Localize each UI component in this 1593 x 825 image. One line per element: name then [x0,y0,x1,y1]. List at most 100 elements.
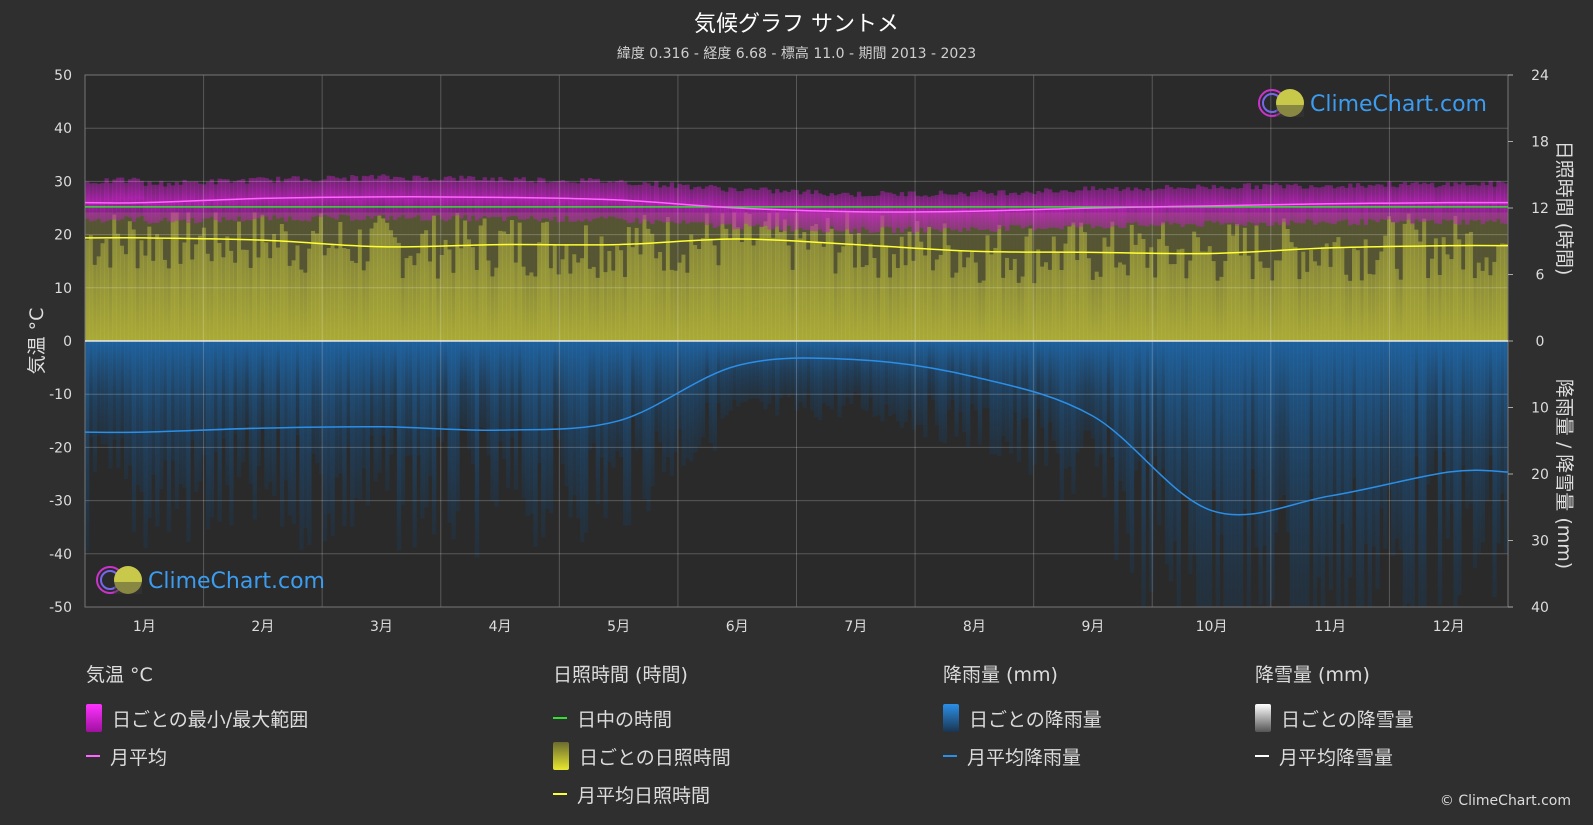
sunshine-bar [295,245,300,341]
sunshine-bar [1472,278,1478,341]
temp-range-bar [868,195,873,234]
sunshine-bar-gap [88,212,94,236]
sunshine-bar [108,267,113,341]
temp-range-bar [708,184,714,224]
sunshine-bar [552,244,558,341]
rain-bar [720,341,725,419]
temp-range-bar [1293,183,1298,223]
sunshine-bar [392,237,398,341]
rain-bar [1367,341,1372,607]
rain-bar [607,341,612,463]
sunshine-bar [342,247,347,341]
rain-bar [533,341,538,548]
sunshine-bar [1102,237,1107,341]
rain-bar [322,341,328,542]
sunshine-bar-gap [264,212,269,243]
sunshine-bar [272,233,277,341]
sunshine-bar-gap [969,212,975,251]
sunshine-bar-gap [494,212,499,268]
sunshine-bar-gap [1168,212,1174,265]
rain-bar [856,341,862,395]
sunshine-bar [1012,258,1018,341]
rain-bar [412,341,417,548]
rain-bar [1235,341,1240,607]
sunshine-bar [650,233,655,341]
rain-bar [615,341,620,451]
sunshine-bar [814,223,819,341]
sunshine-bar-gap [1433,212,1439,239]
sunshine-bar [1453,215,1458,341]
sunshine-bar [931,270,936,341]
rain-swatch [943,704,959,732]
rain-bar [318,341,324,475]
temp-range-bar [533,182,538,220]
rain-bar [564,341,569,487]
sunshine-bar [958,251,963,341]
temp-range-bar [1040,192,1045,229]
rain-bar [420,341,425,519]
sunshine-bar-gap [786,212,792,246]
rain-bar [311,341,316,454]
sunshine-bar [346,248,351,341]
sunshine-bar [143,255,148,341]
temp-range-bar [1125,187,1131,223]
sunshine-bar-gap [412,212,417,266]
sunshine-bar-gap [396,212,402,243]
sunshine-bar [537,242,542,341]
sunshine-bar-gap [1106,212,1111,247]
legend-daylight-label: 日中の時間 [577,708,673,731]
rain-bar [435,341,441,437]
legend-rain-avg-label: 月平均降雨量 [967,746,1082,769]
sunshine-bar [338,221,343,341]
temp-range-bar [1316,187,1322,223]
temp-range-bar [1012,192,1018,226]
temp-range-bar [178,184,183,221]
sunshine-bar [389,230,394,341]
rain-bar [548,341,554,514]
sunshine-bar [1063,243,1068,341]
temp-range-bar [907,191,912,227]
rain-bar [240,341,246,463]
sunshine-bar [1238,255,1244,341]
temp-range-bar [849,194,854,233]
temp-range-bar [732,188,737,230]
rain-bar [919,341,924,425]
rain-bar [1285,341,1291,533]
temp-range-bar [315,181,320,216]
sunshine-bar [123,254,129,341]
rain-bar [404,341,409,457]
x-tick-label: 2月 [251,619,274,635]
sunshine-bar [630,247,636,341]
sunshine-bar-gap [1293,212,1298,247]
sunshine-bar [96,256,101,341]
temp-range-bar [658,187,663,222]
rain-bar [455,341,460,512]
x-tick-label: 10月 [1196,619,1228,635]
temp-range-bar [556,181,562,223]
temp-range-bar [669,182,675,222]
rain-bar [459,341,464,426]
rain-bar [151,341,156,475]
sunshine-bar [708,238,714,341]
sunshine-bar [494,267,499,341]
sunshine-bar [1266,267,1271,341]
sunshine-bar [806,249,811,341]
sunshine-bar-gap [1313,212,1318,262]
sunshine-bar [1133,244,1139,341]
sunshine-bar-gap [162,212,168,260]
rain-bar [1211,341,1217,491]
rain-bar [654,341,659,432]
sunshine-bar [221,257,226,341]
sunshine-bar [377,215,382,341]
sunshine-bar-gap [85,212,90,240]
sunshine-bar [981,280,986,341]
sunshine-bar [899,236,905,341]
sunshine-bar [1196,237,1201,341]
sunshine-bar [736,227,741,341]
temp-range-bar [993,195,998,232]
rain-bar [985,341,990,409]
sunshine-bar-gap [1476,212,1482,263]
legend-daily-snow-label: 日ごとの降雪量 [1281,708,1414,731]
sunshine-bar-gap [1344,212,1349,275]
sunshine-bar [408,255,413,341]
